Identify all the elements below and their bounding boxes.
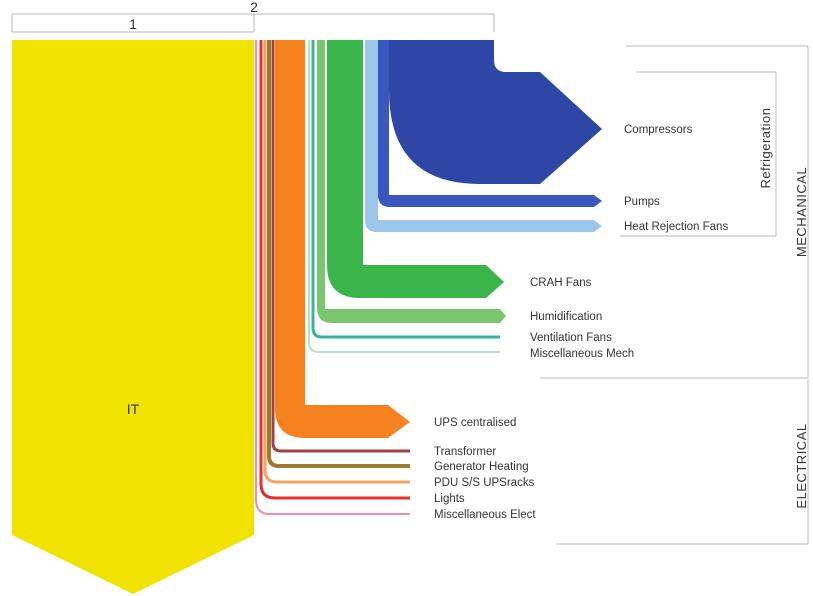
label-heat-rejection-fans: Heat Rejection Fans [624,221,728,233]
refrigeration-bracket [620,71,777,237]
flow-lights [259,40,410,500]
flow-misc-mech [308,40,500,353]
refrigeration-label: Refrigeration [758,108,773,189]
flow-compressors [389,40,602,184]
flow-ups-centralised [275,40,410,438]
flow-pdu [263,40,410,484]
flow-crah-fans [327,40,504,298]
label-humidification: Humidification [530,311,602,323]
label-generator-heating: Generator Heating [434,461,529,473]
label-misc-mech: Miscellaneous Mech [530,348,634,360]
scale-bracket: 1 2 [11,0,495,33]
label-pdu: PDU S/S UPSracks [434,477,535,489]
label-lights: Lights [434,493,465,505]
label-transformer: Transformer [434,446,496,458]
label-pumps: Pumps [624,196,660,208]
electrical-label: ELECTRICAL [794,423,809,508]
flow-ventilation-fans [311,40,500,339]
scale-label-2: 2 [250,0,258,15]
label-misc-elect: Miscellaneous Elect [434,509,536,521]
mechanical-label: MECHANICAL [794,167,809,257]
label-compressors: Compressors [624,124,693,136]
mechanical-bracket [540,45,809,379]
flow-transformer [271,40,410,453]
flow-generator-heating [267,40,410,468]
label-ventilation-fans: Ventilation Fans [530,332,612,344]
label-crah-fans: CRAH Fans [530,277,592,289]
label-ups-centralised: UPS centralised [434,417,516,429]
electrical-bracket [556,380,809,545]
scale-label-1: 1 [129,16,137,32]
flow-it [12,40,254,594]
flow-it-label: IT [127,401,140,417]
flow-misc-elect [255,40,410,515]
